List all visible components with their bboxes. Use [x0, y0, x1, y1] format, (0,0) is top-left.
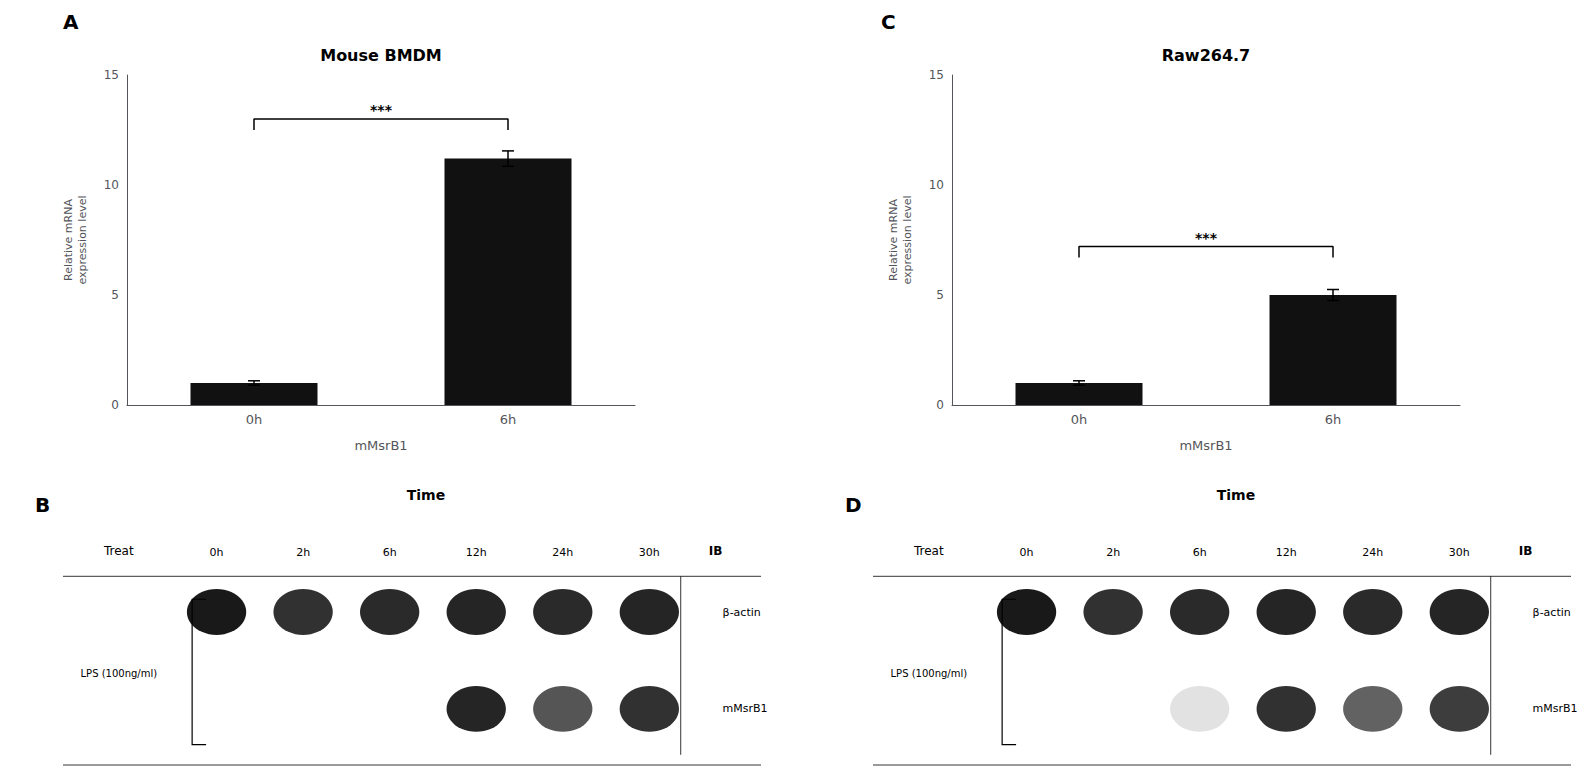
svg-text:10: 10	[929, 178, 944, 192]
svg-text:***: ***	[370, 102, 393, 118]
svg-text:Raw264.7: Raw264.7	[1162, 46, 1251, 65]
svg-text:expression level: expression level	[76, 196, 89, 285]
svg-text:2h: 2h	[296, 546, 310, 559]
svg-text:A: A	[63, 10, 79, 34]
svg-text:mMsrB1: mMsrB1	[354, 438, 407, 453]
svg-text:β-actin: β-actin	[1533, 606, 1571, 619]
svg-text:LPS (100ng/ml): LPS (100ng/ml)	[891, 668, 968, 679]
svg-text:0h: 0h	[1020, 546, 1034, 559]
svg-text:6h: 6h	[383, 546, 397, 559]
svg-text:30h: 30h	[1449, 546, 1470, 559]
svg-text:Time: Time	[407, 487, 445, 503]
svg-text:B: B	[35, 493, 50, 517]
svg-text:24h: 24h	[552, 546, 573, 559]
svg-text:15: 15	[929, 68, 944, 82]
svg-text:C: C	[881, 10, 896, 34]
svg-text:0: 0	[111, 398, 119, 412]
svg-text:0h: 0h	[246, 412, 263, 427]
svg-text:5: 5	[111, 288, 119, 302]
svg-text:Relative mRNA: Relative mRNA	[887, 199, 900, 281]
svg-text:24h: 24h	[1362, 546, 1383, 559]
svg-text:β-actin: β-actin	[723, 606, 761, 619]
svg-text:6h: 6h	[500, 412, 517, 427]
svg-text:0h: 0h	[210, 546, 224, 559]
svg-text:15: 15	[104, 68, 119, 82]
svg-text:10: 10	[104, 178, 119, 192]
svg-text:12h: 12h	[1276, 546, 1297, 559]
svg-text:IB: IB	[709, 544, 723, 558]
svg-text:IB: IB	[1519, 544, 1533, 558]
svg-text:Relative mRNA: Relative mRNA	[62, 199, 75, 281]
svg-text:***: ***	[1195, 230, 1218, 246]
svg-text:Treat: Treat	[103, 544, 134, 558]
svg-text:Mouse BMDM: Mouse BMDM	[320, 46, 442, 65]
svg-text:12h: 12h	[466, 546, 487, 559]
svg-text:30h: 30h	[639, 546, 660, 559]
svg-text:D: D	[845, 493, 862, 517]
svg-text:expression level: expression level	[901, 196, 914, 285]
svg-text:mMsrB1: mMsrB1	[723, 702, 768, 715]
svg-text:5: 5	[936, 288, 944, 302]
svg-text:mMsrB1: mMsrB1	[1533, 702, 1578, 715]
svg-text:mMsrB1: mMsrB1	[1179, 438, 1232, 453]
svg-text:Treat: Treat	[913, 544, 944, 558]
svg-text:0: 0	[936, 398, 944, 412]
svg-text:0h: 0h	[1071, 412, 1088, 427]
svg-text:6h: 6h	[1193, 546, 1207, 559]
svg-text:Time: Time	[1217, 487, 1255, 503]
svg-text:LPS (100ng/ml): LPS (100ng/ml)	[81, 668, 158, 679]
svg-text:6h: 6h	[1325, 412, 1342, 427]
svg-text:2h: 2h	[1106, 546, 1120, 559]
